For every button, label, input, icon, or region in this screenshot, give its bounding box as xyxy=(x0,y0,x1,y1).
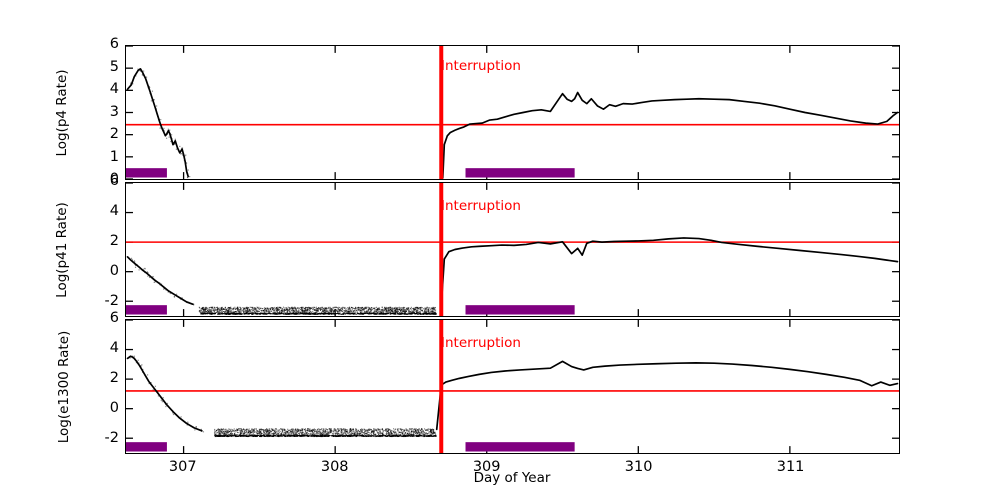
panel-1-ytick-label: 4 xyxy=(109,81,119,97)
panel-2-ytick-label: -2 xyxy=(104,293,119,309)
panel-3-ytick-label: 4 xyxy=(109,340,119,356)
xtick-label: 309 xyxy=(472,459,501,475)
panel-3-y-axis-label: Log(e1300 Rate) xyxy=(56,330,72,444)
panel-log-p4-rate xyxy=(125,45,900,180)
panel-3-plot-area xyxy=(126,320,899,453)
panel-3-ytick-label: -2 xyxy=(104,430,119,446)
x-axis-label: Day of Year xyxy=(473,470,551,486)
panel-1-ytick-label: 0 xyxy=(109,171,119,187)
panel-log-e1300-rate xyxy=(125,319,900,454)
panel-1-plot-area xyxy=(126,46,899,179)
panel-2-ytick-label: 4 xyxy=(109,203,119,219)
panel-1-ytick-label: 5 xyxy=(109,58,119,75)
panel-1-ytick-label: 2 xyxy=(109,126,119,142)
panel-3-ytick-label: 2 xyxy=(109,370,119,386)
panel-1-ytick-label: 3 xyxy=(109,103,119,120)
panel-1-ytick-label: 1 xyxy=(109,148,119,165)
xtick-label: 308 xyxy=(320,459,349,475)
panel-3-ytick-label: 0 xyxy=(109,400,119,416)
panel-1-ytick-label: 6 xyxy=(109,36,119,52)
panel-3-ytick-label: 6 xyxy=(109,310,119,326)
xtick-label: 311 xyxy=(776,459,805,475)
panel-2-ytick-label: 2 xyxy=(109,233,119,249)
xtick-label: 307 xyxy=(168,459,197,475)
panel-3-interruption-label: Interruption xyxy=(441,335,521,351)
xtick-label: 310 xyxy=(624,459,653,475)
panel-2-plot-area xyxy=(126,183,899,316)
panel-1-y-axis-label: Log(p4 Rate) xyxy=(54,69,70,157)
panel-2-ytick-label: 6 xyxy=(109,173,119,189)
panel-2-y-axis-label: Log(p41 Rate) xyxy=(54,202,70,298)
panel-2-interruption-label: Interruption xyxy=(441,198,521,214)
panel-log-p41-rate xyxy=(125,182,900,317)
panel-1-interruption-label: Interruption xyxy=(441,58,521,74)
panel-2-ytick-label: 0 xyxy=(109,263,119,279)
